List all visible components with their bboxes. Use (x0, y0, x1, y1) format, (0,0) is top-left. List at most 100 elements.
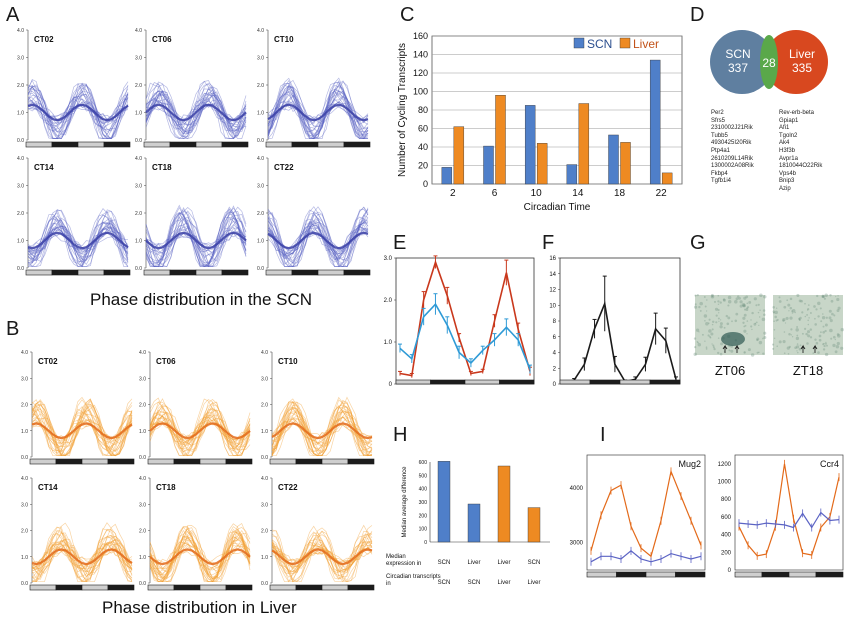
light-dark-segment (317, 269, 345, 276)
profile-line (267, 95, 369, 130)
tissue-speckle (734, 300, 738, 304)
venn-count-overlap: 28 (762, 56, 776, 70)
y-tick-label: 800 (721, 497, 732, 503)
tissue-speckle (717, 300, 720, 303)
profile-line (272, 396, 372, 457)
row2-label: SCN (468, 580, 481, 586)
tissue-speckle (817, 301, 821, 306)
row2-title: in (386, 581, 391, 587)
tissue-speckle (717, 317, 720, 320)
light-dark-segment (788, 571, 817, 578)
gene-name: Ptp4a1 (711, 147, 731, 154)
y-tick-label: 0.0 (135, 138, 142, 144)
gene-name: Tgoln2 (779, 132, 798, 139)
profile-line (145, 90, 247, 132)
light-dark-segment (225, 458, 253, 465)
profile-line (27, 219, 129, 263)
light-dark-segment (265, 141, 293, 148)
y-tick-label: 4.0 (257, 28, 264, 34)
bar-3 (527, 507, 541, 543)
bar-scn-ct6 (483, 145, 494, 185)
tissue-speckle (719, 352, 723, 356)
gene-name: 2610209L14Rik (711, 155, 754, 162)
light-dark-segment (619, 379, 651, 385)
scn-profiles-CT22 (267, 206, 369, 268)
scn-profiles-CT10 (267, 77, 369, 140)
tissue-speckle (818, 338, 822, 342)
profile-line (31, 413, 133, 452)
profile-line (27, 212, 129, 268)
profile-line (27, 79, 129, 139)
tissue-speckle (711, 293, 714, 297)
y-tick-label: 400 (721, 533, 732, 539)
profile-line (271, 405, 373, 453)
profile-line (271, 415, 373, 447)
tissue-speckle (814, 338, 817, 341)
scn-profiles-CT02 (27, 79, 129, 140)
row1-title: Median (386, 554, 406, 560)
mean-profile-line (145, 103, 247, 122)
tissue-speckle (751, 328, 753, 331)
profile-line (271, 550, 373, 566)
light-dark-bar (143, 269, 249, 276)
y-tick-label: 3.0 (139, 502, 146, 508)
profile-line (267, 207, 369, 268)
y-tick-label: 0.0 (135, 266, 142, 272)
profile-line (271, 524, 373, 583)
tissue-speckle (836, 333, 840, 336)
y-tick-label: 3.0 (139, 376, 146, 382)
venn-label-scn: SCN (725, 47, 750, 61)
tissue-speckle (762, 309, 766, 312)
y-tick-label: 0 (423, 179, 428, 189)
tissue-speckle (834, 350, 838, 354)
y-tick-label: 2.0 (135, 211, 142, 217)
profile-line (32, 522, 133, 583)
tissue-speckle (813, 305, 816, 308)
plot-area (734, 454, 844, 571)
light-dark-bar (25, 141, 131, 148)
profile-line (145, 225, 247, 253)
tissue-speckle (705, 346, 708, 349)
y-tick-label: 3.0 (257, 56, 264, 62)
tissue-speckle (789, 316, 793, 320)
venn-count-scn: 337 (728, 61, 748, 75)
profile-line (145, 80, 247, 139)
profile-line (27, 220, 129, 261)
tissue-speckle (796, 350, 798, 352)
profile-line (27, 215, 129, 266)
tissue-speckle (790, 334, 793, 336)
tissue-speckle (778, 340, 782, 344)
light-dark-segment (147, 458, 175, 465)
gene-name: 1300002A08Rik (711, 163, 754, 170)
profile-line (149, 415, 251, 447)
tissue-speckle (701, 333, 704, 336)
profile-line (267, 84, 369, 138)
tissue-speckle (745, 308, 749, 311)
profile-line (149, 536, 251, 581)
profile-line (149, 422, 251, 440)
tissue-speckle (822, 325, 825, 328)
tissue-speckle (840, 328, 844, 332)
tissue-speckle (788, 332, 791, 336)
profile-line (271, 406, 373, 455)
gene-name: 4930425I20Rik (711, 140, 752, 147)
gene-name: 2310002J21Rik (711, 125, 753, 132)
tissue-speckle (743, 313, 747, 317)
bar-scn-ct2 (441, 167, 453, 185)
tissue-speckle (714, 307, 719, 311)
tissue-speckle (824, 352, 829, 357)
tissue-speckle (815, 308, 818, 311)
profile-line (27, 227, 129, 254)
ccr4-series-line-1 (738, 511, 840, 529)
bar-scn-ct14 (566, 164, 578, 185)
tissue-speckle (772, 310, 776, 313)
profile-line (271, 538, 373, 573)
tissue-speckle (711, 295, 714, 298)
profile-line (267, 84, 369, 140)
profile-line (267, 100, 369, 125)
tissue-speckle (837, 334, 841, 338)
liver-panel-label: CT22 (278, 483, 298, 492)
tissue-speckle (786, 346, 790, 350)
tissue-speckle (739, 304, 743, 308)
profile-line (267, 229, 369, 256)
